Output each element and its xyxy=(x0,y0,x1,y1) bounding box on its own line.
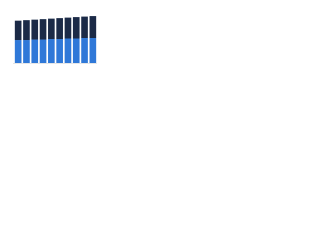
bar-segment xyxy=(81,16,88,39)
bar-segment xyxy=(56,18,63,40)
chart xyxy=(13,16,97,64)
page: (() => { const data = JSON.parse(documen… xyxy=(0,0,320,71)
bar-segment xyxy=(89,16,97,39)
bar-segment xyxy=(72,17,80,39)
bar-segment xyxy=(89,38,97,63)
bar-segment xyxy=(64,38,72,63)
bar-segment xyxy=(23,20,30,41)
bar-segment xyxy=(39,19,47,40)
bar-segment xyxy=(14,40,22,63)
bar-segment xyxy=(39,39,47,63)
bar-segment xyxy=(31,39,39,63)
bar-segment xyxy=(48,18,55,40)
bar-segment xyxy=(23,40,30,63)
bar-segment xyxy=(81,38,88,63)
bar-segment xyxy=(64,17,72,39)
bar-segment xyxy=(31,19,39,40)
bar-segment xyxy=(14,20,22,41)
bar-segment xyxy=(48,39,55,63)
bar-segment xyxy=(56,39,63,63)
bar-segment xyxy=(72,38,80,63)
